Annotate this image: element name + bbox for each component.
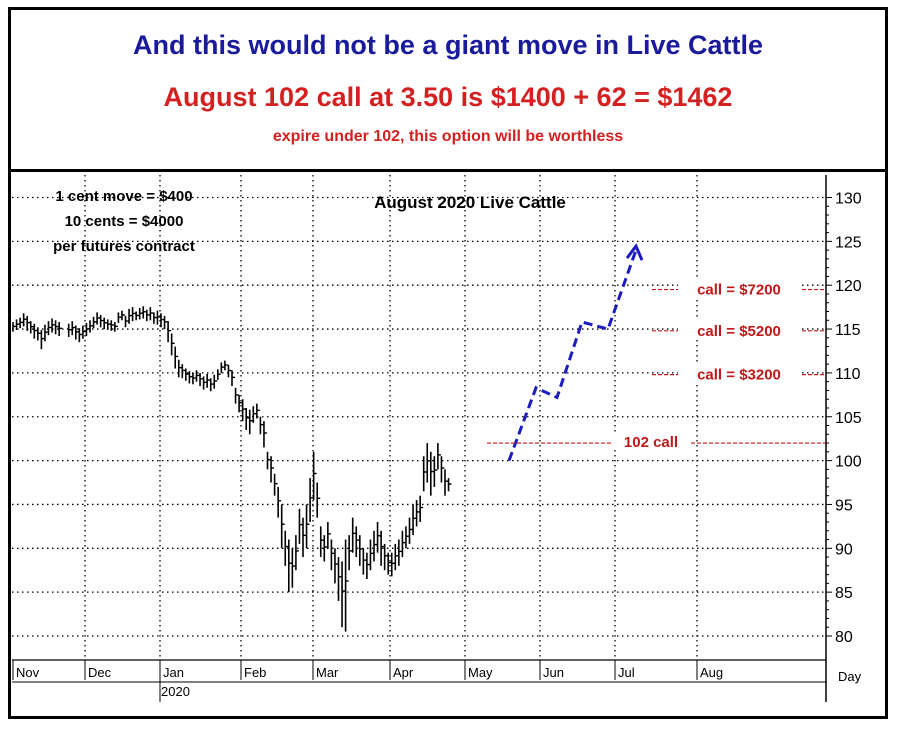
header-panel: And this would not be a giant move in Li…	[11, 10, 885, 172]
x-tick-label: Jul	[618, 665, 635, 680]
call-value-label-bg	[678, 278, 800, 297]
y-tick-label: 120	[835, 278, 862, 295]
x-tick-label: May	[468, 665, 493, 680]
y-tick-label: 85	[835, 585, 853, 602]
y-tick-label: 100	[835, 454, 862, 471]
projection-path	[507, 249, 638, 462]
x-tick-label: Mar	[316, 665, 339, 680]
x-axis-label: Day	[838, 669, 862, 684]
chart-overlay: August 2020 Live Cattle 1 cent move = $4…	[53, 188, 861, 699]
chart-grid	[12, 175, 826, 660]
x-tick-label: Aug	[700, 665, 723, 680]
price-bars	[12, 306, 452, 632]
note-per-contract: per futures contract	[53, 238, 195, 255]
call-value-label: call = $3200	[697, 367, 781, 384]
x-tick-label: Jun	[543, 665, 564, 680]
note-cent-move: 1 cent move = $400	[55, 188, 192, 205]
headline-expiry-note: expire under 102, this option will be wo…	[272, 128, 624, 145]
x-axis-year-label: 2020	[161, 684, 190, 699]
call-value-label-bg	[678, 319, 800, 338]
strike-label: 102 call	[624, 434, 678, 451]
chart-axes: 80 85 90 95 100 105 110 115 120 125 130 Nov Dec Jan Fe…	[12, 175, 862, 702]
x-tick-label: Nov	[16, 665, 40, 680]
x-tick-label: Feb	[244, 665, 266, 680]
y-tick-label: 80	[835, 629, 853, 646]
projection-arrowhead	[625, 243, 644, 261]
call-value-label: call = $5200	[697, 323, 781, 340]
y-tick-label: 130	[835, 191, 862, 208]
y-tick-label: 110	[835, 366, 861, 383]
y-tick-label: 95	[835, 497, 853, 514]
y-tick-label: 90	[835, 541, 853, 558]
call-value-label: call = $7200	[697, 282, 781, 299]
strike-label-bg	[612, 432, 690, 451]
chart-frame: And this would not be a giant move in Li…	[8, 7, 888, 719]
headline-option-cost: August 102 call at 3.50 is $1400 + 62 = …	[163, 82, 733, 112]
y-tick-label: 105	[835, 410, 862, 427]
note-ten-cents: 10 cents = $4000	[65, 213, 184, 230]
chart-title: August 2020 Live Cattle	[374, 193, 566, 212]
x-tick-label: Apr	[393, 665, 414, 680]
y-tick-label: 125	[835, 234, 862, 251]
call-value-label-bg	[678, 363, 800, 382]
x-tick-label: Dec	[88, 665, 112, 680]
x-tick-label: Jan	[163, 665, 184, 680]
headline-primary: And this would not be a giant move in Li…	[132, 30, 764, 60]
y-tick-label: 115	[835, 322, 861, 339]
